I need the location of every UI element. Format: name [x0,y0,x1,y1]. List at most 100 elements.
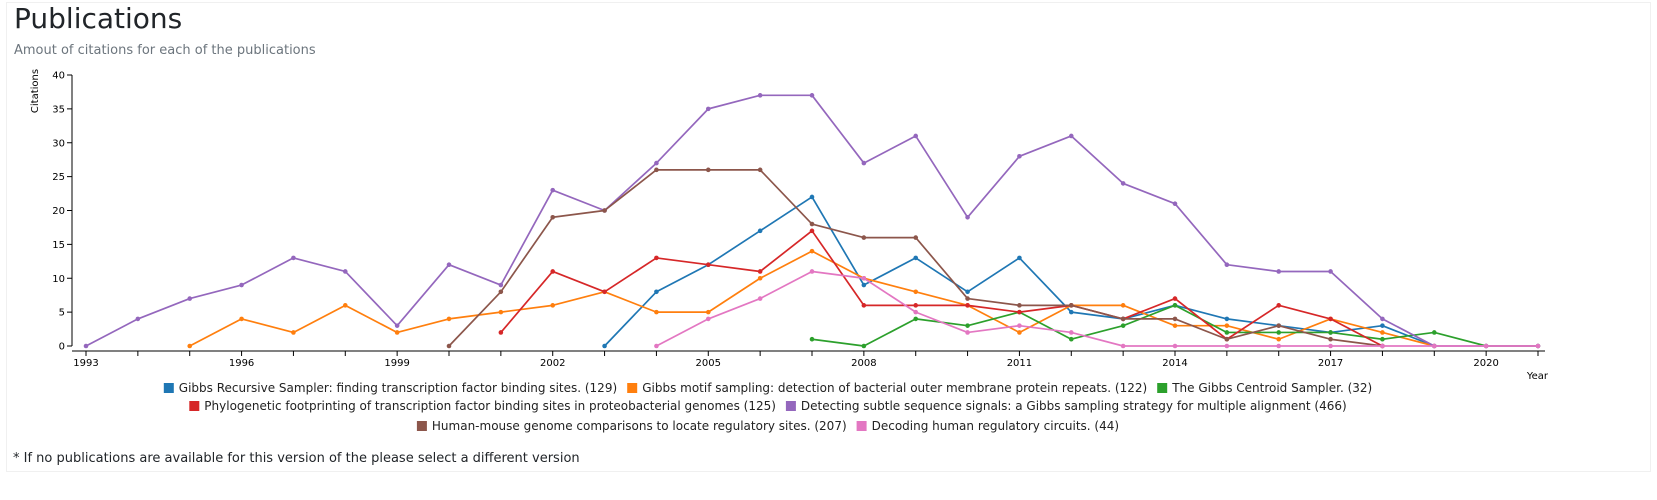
data-point [1068,133,1074,139]
data-point [1224,323,1230,328]
data-point [913,133,919,139]
data-point [1276,323,1282,328]
data-point [239,282,244,288]
chart-axes: 0 5 10 15 20 25 30 35 40 Citations 1993 1996 1999 200… [30,69,1549,382]
data-point [291,255,296,261]
y-tick-label: 40 [52,71,65,82]
data-point [602,289,607,295]
y-axis-title: Citations [30,69,41,113]
data-point [1328,269,1333,274]
data-point [1172,343,1178,349]
data-point [757,275,763,281]
data-point [1172,323,1178,328]
x-tick-label: 1999 [384,358,409,369]
data-point [498,282,504,288]
legend-swatch [856,421,867,431]
data-point [757,269,763,274]
data-point [809,93,815,98]
data-point [861,275,867,281]
data-point [446,343,452,349]
data-point [1224,330,1230,335]
data-point [1017,303,1022,308]
data-point [394,330,400,335]
data-point [705,309,711,315]
x-tick-label: 2020 [1473,358,1498,369]
data-point [809,269,815,274]
data-point [1017,255,1022,261]
data-point [1535,343,1541,349]
x-tick-label: 2014 [1162,358,1187,369]
data-point [550,269,556,274]
data-point [550,187,556,193]
data-point [757,167,763,173]
legend-row: Phylogenetic footprinting of transcripti… [189,399,1347,413]
data-point [913,255,919,261]
data-point [498,289,504,295]
legend-label: Human-mouse genome comparisons to locate… [432,419,847,433]
legend-swatch [416,421,427,431]
series-line [656,270,1538,347]
x-tick-label: 2002 [540,358,565,369]
x-tick-label: 2011 [1007,358,1032,369]
data-point [1328,343,1333,349]
y-tick-label: 15 [52,240,65,251]
legend-row: Gibbs Recursive Sampler: finding transcr… [163,381,1372,395]
data-point [1120,343,1126,349]
data-point [965,289,970,295]
data-point [965,296,970,301]
data-point [342,303,348,308]
data-point [135,316,141,322]
data-point [1172,303,1178,308]
data-point [446,316,452,322]
data-point [1120,181,1126,186]
data-point [757,93,763,98]
data-point [446,262,452,267]
data-point [83,343,89,349]
legend-item: Decoding human regulatory circuits. (44) [856,419,1119,433]
data-point [705,106,711,112]
data-point [1380,343,1385,349]
data-point [861,160,867,166]
y-tick-label: 5 [59,308,65,319]
y-tick-label: 30 [52,138,65,149]
data-point [602,208,607,213]
legend-label: Gibbs Recursive Sampler: finding transcr… [179,381,617,395]
series-line [85,94,1538,347]
data-point [1431,330,1437,335]
data-point [809,248,815,254]
data-point [861,235,867,240]
data-point [1276,343,1282,349]
legend-swatch [1157,383,1168,393]
data-point [602,343,607,349]
y-tick-label: 10 [52,274,65,285]
publications-card [6,2,1651,472]
y-tick-label: 0 [59,342,65,353]
data-point [1224,262,1230,267]
data-point [705,262,711,267]
y-tick-label: 20 [52,206,65,217]
data-point [1483,343,1489,349]
data-point [1120,316,1126,322]
legend-row: Human-mouse genome comparisons to locate… [416,419,1119,433]
data-point [913,235,919,240]
data-point [861,303,867,308]
series-line [500,229,1383,347]
legend-item: Human-mouse genome comparisons to locate… [416,419,847,433]
x-tick-label: 1993 [73,358,98,369]
data-point [1380,316,1385,322]
series-6 [446,167,1385,349]
chart-legend: Gibbs Recursive Sampler: finding transcr… [163,381,1372,433]
data-point [1276,269,1282,274]
data-point [705,316,711,322]
x-tick-label: 2008 [851,358,876,369]
legend-item: Detecting subtle sequence signals: a Gib… [785,399,1347,413]
data-point [498,309,504,315]
data-point [1328,316,1333,322]
data-point [394,323,400,328]
data-point [1120,303,1126,308]
legend-label: Detecting subtle sequence signals: a Gib… [801,399,1347,413]
data-point [1068,309,1074,315]
data-point [705,167,711,173]
data-point [1380,330,1385,335]
data-point [965,303,970,308]
